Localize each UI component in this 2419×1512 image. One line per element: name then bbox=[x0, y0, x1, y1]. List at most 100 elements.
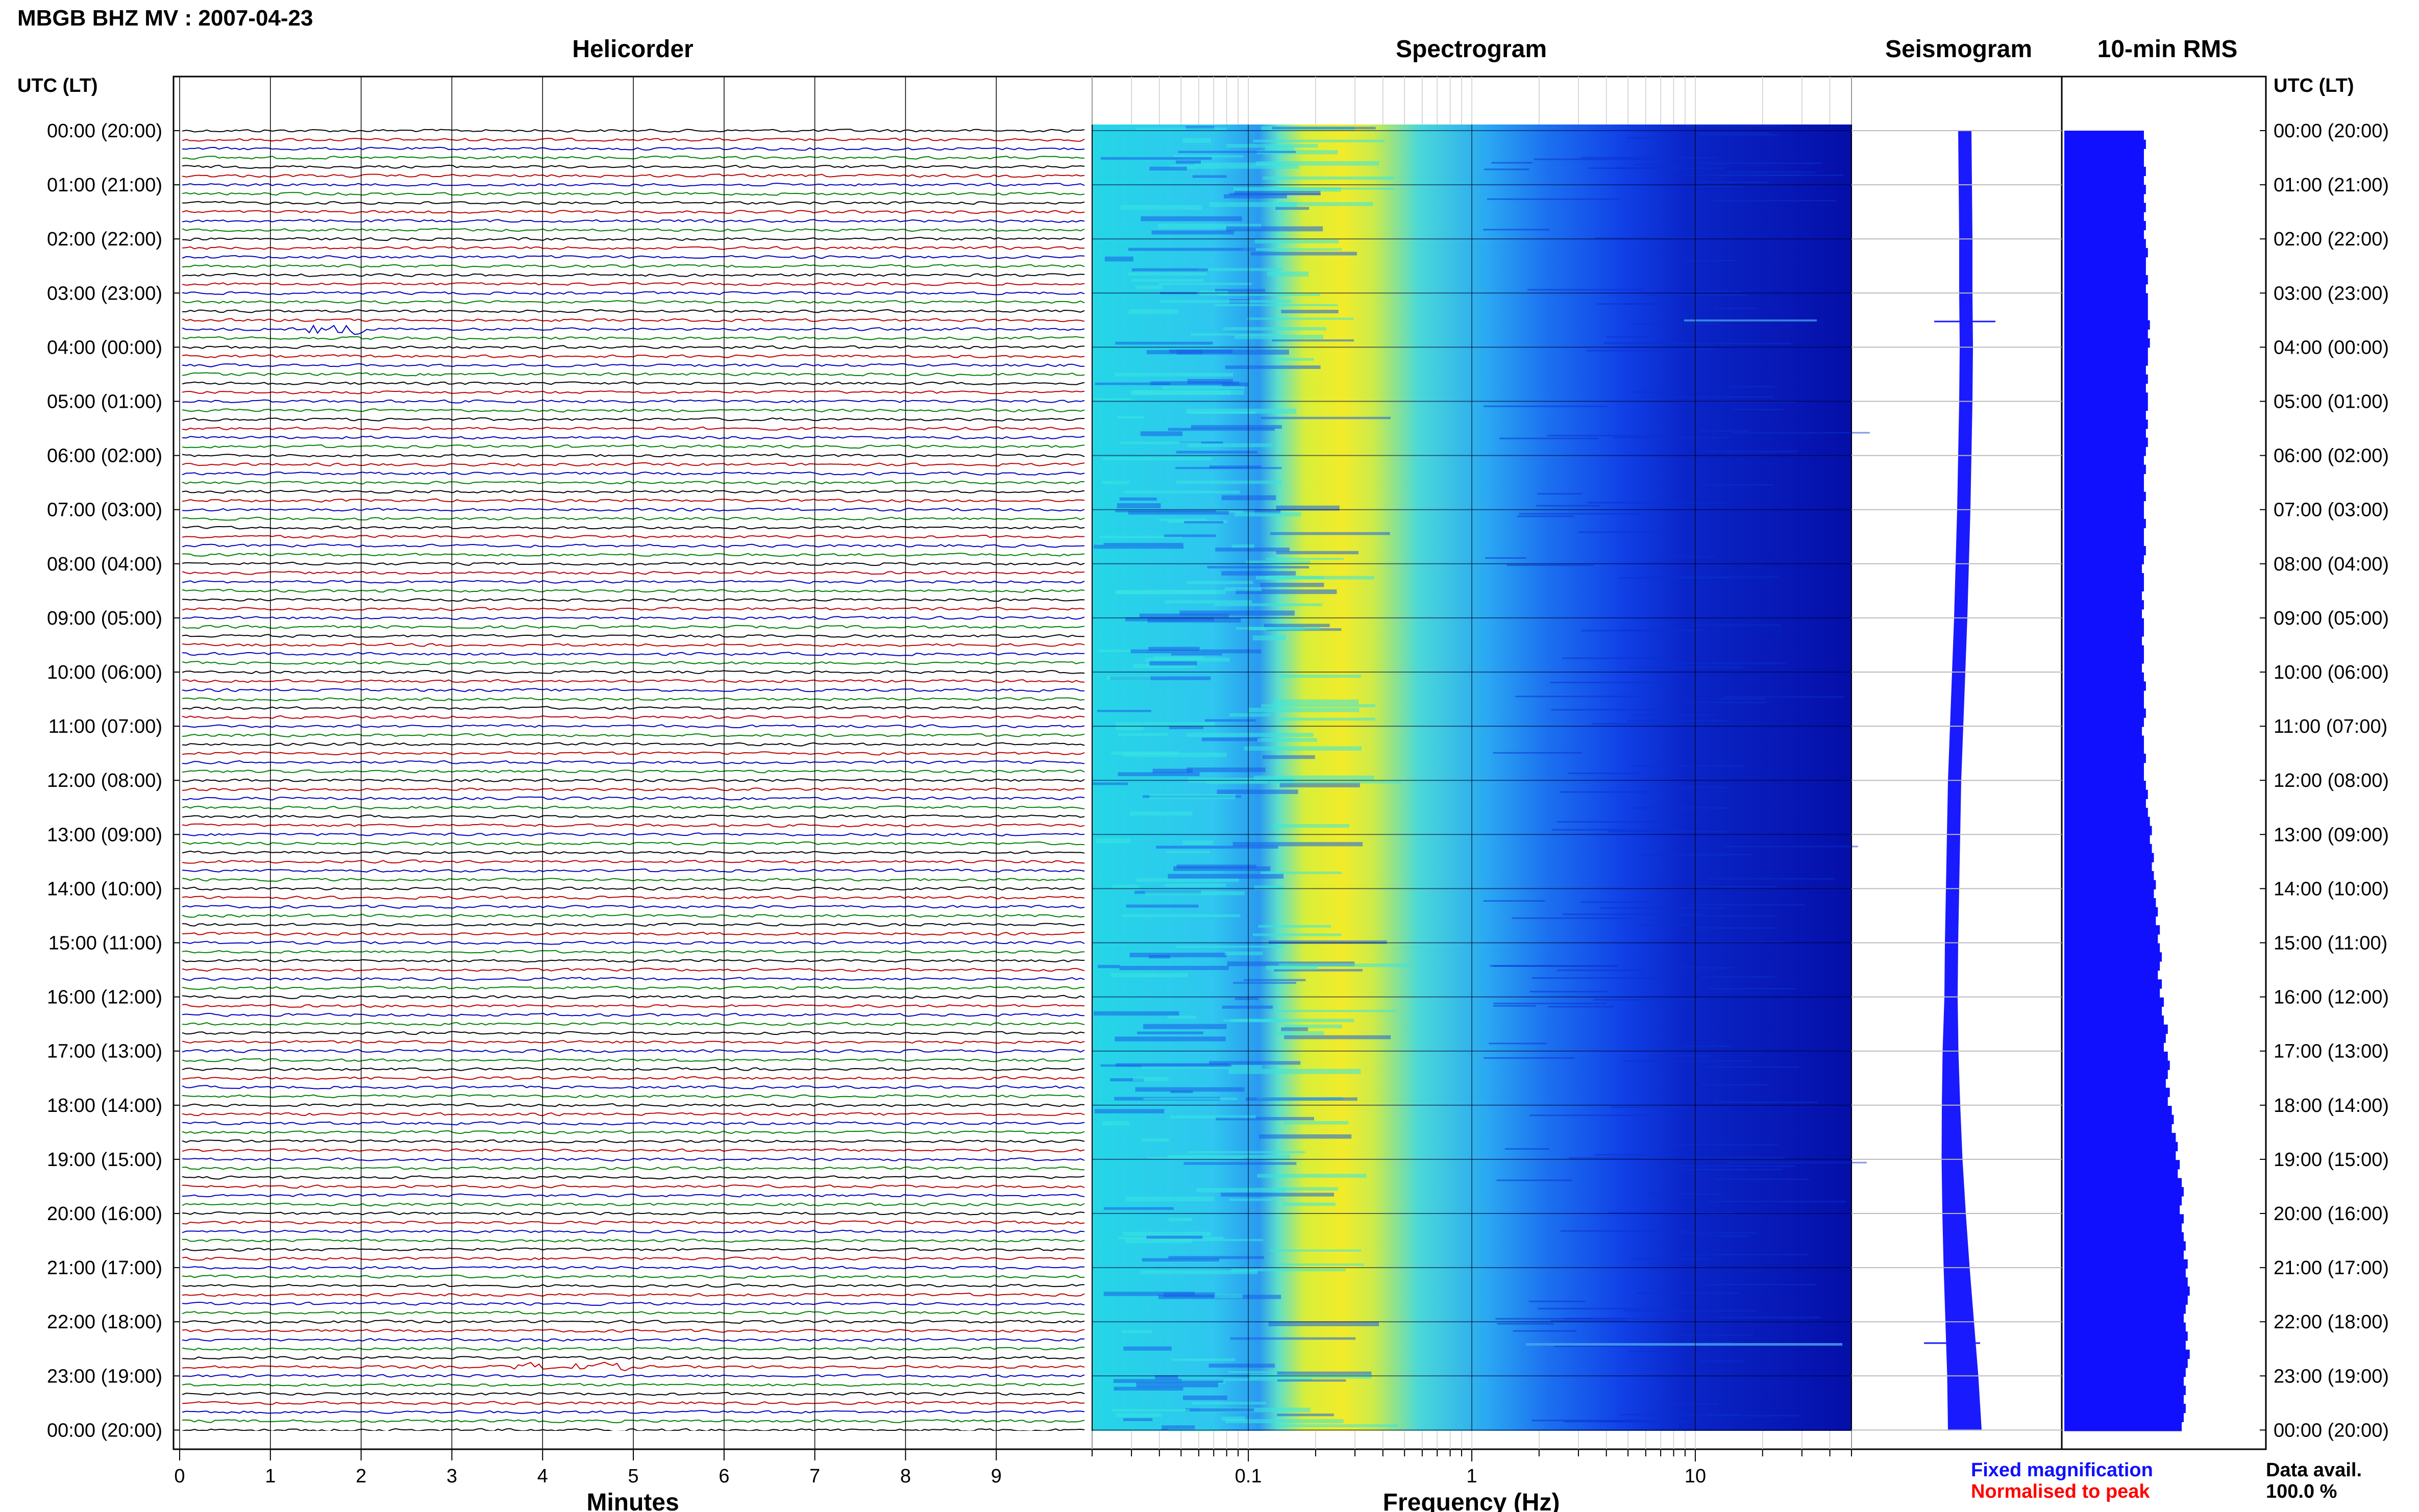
spectrogram-noise-band bbox=[1115, 341, 1213, 345]
spectrogram-stripes bbox=[1092, 125, 1870, 1431]
spectrogram-high-band bbox=[1708, 987, 1796, 989]
rms-bar bbox=[2064, 193, 2144, 204]
rms-bar bbox=[2064, 410, 2146, 420]
spectrogram-noise-band bbox=[1165, 884, 1226, 887]
spectrogram-high-band bbox=[1586, 350, 1662, 352]
spectrogram-noise-band bbox=[1221, 1416, 1246, 1421]
spectrogram-noise-band bbox=[1278, 963, 1411, 968]
spectrogram-noise-band bbox=[1281, 1027, 1309, 1031]
rms-bar bbox=[2064, 925, 2160, 935]
spectrogram-high-band bbox=[1706, 451, 1797, 453]
spectrogram-high-band bbox=[1695, 885, 1776, 887]
rms-bar bbox=[2064, 1124, 2172, 1133]
hour-label-left: 12:00 (08:00) bbox=[47, 770, 162, 791]
spectrogram-high-band bbox=[1580, 901, 1650, 903]
rms-bar bbox=[2064, 131, 2144, 140]
spectrogram-noise-band bbox=[1169, 165, 1299, 169]
spectrogram-noise-band bbox=[1283, 1202, 1336, 1206]
spectrogram-noise-band bbox=[1209, 202, 1297, 207]
spectrogram-high-band bbox=[1554, 1345, 1643, 1347]
spectrogram-noise-band bbox=[1130, 649, 1262, 654]
spectrogram-high-band bbox=[1562, 913, 1702, 915]
spectrogram-noise-band bbox=[1142, 1258, 1219, 1262]
rms-bar bbox=[2064, 1214, 2184, 1224]
rms-title: 10-min RMS bbox=[2097, 36, 2238, 63]
spectrogram-noise-band bbox=[1142, 1138, 1169, 1142]
rms-bar bbox=[2064, 871, 2154, 881]
spectrogram-high-band bbox=[1550, 681, 1662, 683]
spectrogram-noise-band bbox=[1186, 581, 1253, 584]
spectrogram-high-band bbox=[1611, 1106, 1688, 1108]
spectrogram-noise-band bbox=[1094, 398, 1132, 401]
spectrogram-high-band bbox=[1600, 907, 1724, 909]
rms-bar bbox=[2064, 1331, 2188, 1341]
rms-bar bbox=[2064, 1006, 2162, 1016]
rms-bar bbox=[2064, 988, 2160, 998]
spectrogram-noise-band bbox=[1187, 1151, 1305, 1154]
spectrogram-high-band bbox=[1513, 1330, 1576, 1332]
spectrogram-noise-band bbox=[1158, 224, 1262, 229]
spectrogram-high-band bbox=[1512, 917, 1632, 919]
spectrogram-high-band bbox=[1653, 786, 1729, 788]
spectrogram-noise-band bbox=[1256, 150, 1338, 155]
rms-bar bbox=[2064, 654, 2144, 664]
spectrogram-noise-band bbox=[1229, 193, 1321, 195]
hour-label-right: 04:00 (00:00) bbox=[2274, 337, 2389, 358]
seismogram-title: Seismogram bbox=[1885, 36, 2032, 63]
spectrogram-noise-band bbox=[1168, 1015, 1196, 1019]
spectrogram-noise-band bbox=[1275, 207, 1310, 210]
rms-bar bbox=[2064, 1395, 2184, 1404]
rms-bar bbox=[2064, 961, 2160, 971]
rms-bar bbox=[2064, 392, 2148, 402]
spectrogram-noise-band bbox=[1149, 661, 1197, 666]
spectrogram-noise-band bbox=[1214, 1294, 1243, 1299]
rms-bar bbox=[2064, 257, 2146, 267]
rms-bar bbox=[2064, 220, 2146, 231]
rms-bar bbox=[2064, 1169, 2178, 1179]
spectrogram-noise-band bbox=[1146, 1235, 1203, 1239]
legend-fixed-magnification: Fixed magnification bbox=[1971, 1459, 2153, 1481]
spectrogram-high-band bbox=[1529, 1114, 1653, 1117]
rms-bar bbox=[2064, 1341, 2186, 1350]
rms-bar bbox=[2064, 582, 2144, 592]
hour-label-right: 21:00 (17:00) bbox=[2274, 1257, 2389, 1279]
spectrogram-high-band bbox=[1666, 556, 1715, 558]
rms-bar bbox=[2064, 835, 2150, 845]
rms-bar bbox=[2064, 745, 2144, 754]
spectrogram-high-band bbox=[1557, 821, 1684, 823]
spectrogram-noise-band bbox=[1131, 279, 1204, 282]
spectrogram-high-band bbox=[1487, 198, 1620, 200]
hour-label-left: 17:00 (13:00) bbox=[47, 1041, 162, 1062]
rms-bar bbox=[2064, 1313, 2184, 1323]
spectrogram-noise-band bbox=[1246, 560, 1311, 564]
rms-bar bbox=[2064, 483, 2144, 492]
spectrogram-noise-band bbox=[1261, 704, 1376, 707]
spectrogram-high-band bbox=[1688, 904, 1805, 906]
hour-label-left: 04:00 (00:00) bbox=[47, 337, 162, 358]
rms-bar bbox=[2064, 826, 2152, 835]
hour-label-right: 00:00 (20:00) bbox=[2274, 1420, 2389, 1441]
spectrogram-high-band bbox=[1707, 878, 1836, 880]
rms-bar bbox=[2064, 753, 2146, 763]
spectrogram-noise-band bbox=[1229, 1198, 1274, 1201]
spectrogram-noise-band bbox=[1270, 532, 1390, 535]
spectrogram-high-band bbox=[1723, 696, 1845, 698]
spectrogram-noise-band bbox=[1226, 144, 1318, 148]
spectrogram-noise-band bbox=[1277, 1371, 1372, 1375]
spectrogram-noise-band bbox=[1284, 1035, 1391, 1039]
rms-bar bbox=[2064, 663, 2142, 673]
spectrogram-noise-band bbox=[1100, 157, 1212, 160]
spectrogram-noise-band bbox=[1276, 505, 1340, 511]
spectrogram-high-band bbox=[1701, 1235, 1750, 1237]
rms-bar bbox=[2064, 1178, 2182, 1187]
spectrogram-noise-band bbox=[1168, 1256, 1264, 1259]
minutes-tick-label: 2 bbox=[356, 1466, 366, 1487]
spectrogram-noise-band bbox=[1176, 350, 1289, 355]
rms-bar bbox=[2064, 537, 2144, 547]
spectrogram-high-band bbox=[1504, 1148, 1549, 1150]
frequency-tick-label: 1 bbox=[1466, 1466, 1477, 1487]
spectrogram-noise-band bbox=[1265, 146, 1294, 151]
hour-label-left: 18:00 (14:00) bbox=[47, 1095, 162, 1117]
spectrogram-noise-band bbox=[1154, 1238, 1264, 1242]
spectrogram-high-band bbox=[1534, 158, 1656, 160]
